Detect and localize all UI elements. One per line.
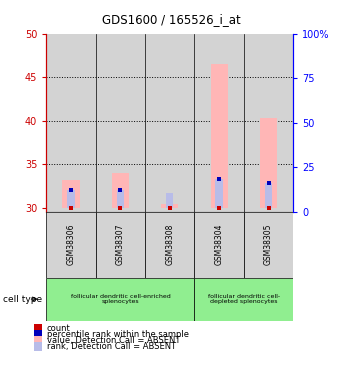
Bar (62, 180, 80, 207)
Bar (194, 212, 244, 278)
Bar (46, 212, 96, 278)
Text: rank, Detection Call = ABSENT: rank, Detection Call = ABSENT (47, 342, 176, 351)
Bar (215, 179, 223, 207)
Bar (244, 212, 293, 278)
FancyArrowPatch shape (31, 297, 36, 301)
Bar (67, 190, 75, 207)
Text: GSM38306: GSM38306 (67, 224, 75, 266)
Bar (117, 190, 124, 207)
Bar (46, 34, 96, 212)
Text: follicular dendritic cell-
depleted splenocytes: follicular dendritic cell- depleted sple… (208, 294, 280, 304)
Bar (145, 212, 194, 278)
Bar (112, 173, 129, 207)
Bar (46, 278, 194, 321)
Text: percentile rank within the sample: percentile rank within the sample (47, 330, 189, 339)
Bar (166, 193, 174, 207)
Text: cell type: cell type (3, 295, 43, 304)
Text: GSM38307: GSM38307 (116, 224, 125, 266)
Text: count: count (47, 324, 71, 333)
Bar (96, 212, 145, 278)
Text: value, Detection Call = ABSENT: value, Detection Call = ABSENT (47, 336, 180, 345)
Bar (265, 183, 272, 207)
Bar (194, 278, 293, 321)
Text: GSM38308: GSM38308 (165, 224, 174, 266)
Text: follicular dendritic cell-enriched
splenocytes: follicular dendritic cell-enriched splen… (71, 294, 170, 304)
Text: GSM38305: GSM38305 (264, 224, 273, 266)
Bar (194, 34, 244, 212)
Bar (96, 34, 145, 212)
Bar (211, 64, 228, 207)
Text: GSM38304: GSM38304 (215, 224, 224, 266)
Bar (244, 34, 293, 212)
Text: GDS1600 / 165526_i_at: GDS1600 / 165526_i_at (102, 13, 241, 26)
Bar (145, 34, 194, 212)
Bar (260, 118, 277, 207)
Bar (161, 204, 178, 207)
